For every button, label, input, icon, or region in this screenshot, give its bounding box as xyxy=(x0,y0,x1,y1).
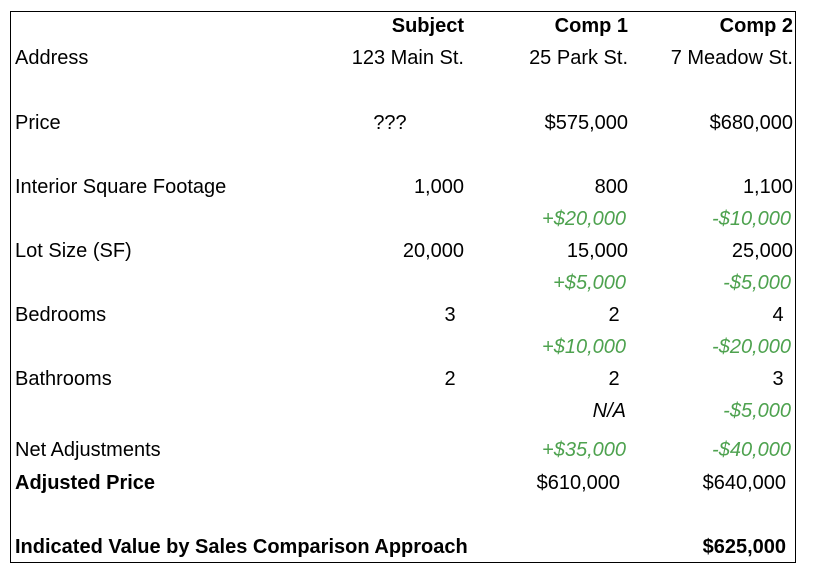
header-comp2: Comp 2 xyxy=(719,15,793,37)
sqft-comp1: 800 xyxy=(594,176,628,198)
lot-comp1: 15,000 xyxy=(566,240,628,262)
indicated-value-label: Indicated Value by Sales Comparison Appr… xyxy=(15,536,468,558)
indicated-value: $625,000 xyxy=(702,536,786,558)
bedrooms-comp1: 2 xyxy=(608,304,620,326)
bathrooms-adjustment-comp1: N/A xyxy=(592,400,626,422)
net-adjustments-comp2: -$40,000 xyxy=(712,439,791,461)
lot-adjustment-comp1: +$5,000 xyxy=(553,272,626,294)
address-comp2: 7 Meadow St. xyxy=(670,47,793,69)
sqft-subject: 1,000 xyxy=(413,176,464,198)
bedrooms-comp2: 4 xyxy=(772,304,784,326)
bathrooms-comp1: 2 xyxy=(608,368,620,390)
bathrooms-comp2: 3 xyxy=(772,368,784,390)
bedrooms-subject: 3 xyxy=(444,304,456,326)
bedrooms-adjustment-comp1: +$10,000 xyxy=(542,336,626,358)
lot-label: Lot Size (SF) xyxy=(15,240,132,262)
bedrooms-adjustment-comp2: -$20,000 xyxy=(712,336,791,358)
address-label: Address xyxy=(15,47,89,69)
bathrooms-subject: 2 xyxy=(444,368,456,390)
sqft-comp2: 1,100 xyxy=(742,176,793,198)
net-adjustments-comp1: +$35,000 xyxy=(542,439,626,461)
lot-adjustment-comp2: -$5,000 xyxy=(723,272,791,294)
header-subject: Subject xyxy=(391,15,464,37)
sqft-label: Interior Square Footage xyxy=(15,176,227,198)
adjusted-price-label: Adjusted Price xyxy=(15,472,156,494)
lot-comp2: 25,000 xyxy=(731,240,793,262)
adjusted-price-comp1: $610,000 xyxy=(536,472,620,494)
sqft-adjustment-comp1: +$20,000 xyxy=(542,208,626,230)
sqft-adjustment-comp2: -$10,000 xyxy=(712,208,791,230)
price-label: Price xyxy=(15,112,61,134)
header-comp1: Comp 1 xyxy=(554,15,628,37)
bedrooms-label: Bedrooms xyxy=(15,304,107,326)
adjusted-price-comp2: $640,000 xyxy=(702,472,786,494)
address-comp1: 25 Park St. xyxy=(529,47,628,69)
price-subject: ??? xyxy=(373,112,407,134)
bathrooms-label: Bathrooms xyxy=(15,368,112,390)
price-comp2: $680,000 xyxy=(709,112,793,134)
bathrooms-adjustment-comp2: -$5,000 xyxy=(723,400,791,422)
sales-comparison-grid xyxy=(10,11,796,563)
net-adjustments-label: Net Adjustments xyxy=(15,439,161,461)
price-comp1: $575,000 xyxy=(544,112,628,134)
address-subject: 123 Main St. xyxy=(351,47,464,69)
lot-subject: 20,000 xyxy=(402,240,464,262)
